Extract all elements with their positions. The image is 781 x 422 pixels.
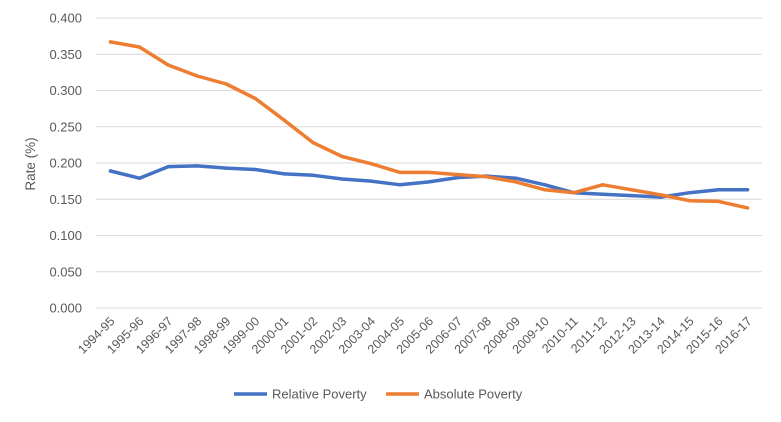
y-tick-label: 0.400 bbox=[49, 11, 82, 26]
data-point bbox=[716, 199, 721, 204]
data-point bbox=[687, 191, 692, 195]
data-point bbox=[514, 180, 518, 184]
data-point bbox=[195, 164, 200, 168]
data-point bbox=[745, 188, 750, 192]
data-point bbox=[427, 180, 431, 184]
y-tick-label: 0.250 bbox=[49, 119, 82, 134]
data-point bbox=[108, 169, 113, 173]
data-point bbox=[224, 166, 229, 170]
data-point bbox=[601, 183, 605, 187]
data-point bbox=[253, 96, 257, 101]
legend-item: Relative Poverty bbox=[234, 387, 367, 402]
data-point bbox=[601, 192, 605, 196]
data-point bbox=[398, 183, 402, 187]
y-tick-label: 0.150 bbox=[49, 192, 82, 207]
data-point bbox=[716, 188, 721, 192]
y-tick-label: 0.200 bbox=[49, 156, 82, 171]
y-tick-label: 0.100 bbox=[49, 228, 82, 243]
data-point bbox=[745, 206, 750, 210]
data-point bbox=[456, 172, 460, 177]
data-point bbox=[137, 45, 142, 49]
data-point bbox=[195, 74, 200, 78]
data-point bbox=[166, 164, 171, 169]
data-point bbox=[456, 175, 460, 180]
data-point bbox=[137, 176, 142, 180]
data-point bbox=[629, 193, 634, 198]
data-point bbox=[253, 167, 257, 172]
data-point bbox=[166, 63, 171, 67]
data-point bbox=[311, 173, 315, 178]
y-axis-title: Rate (%) bbox=[23, 137, 38, 190]
data-point bbox=[224, 82, 229, 86]
data-point bbox=[629, 188, 634, 192]
data-point bbox=[398, 170, 402, 175]
data-point bbox=[369, 162, 373, 166]
legend: Relative Poverty Absolute Poverty bbox=[234, 387, 523, 402]
data-point bbox=[572, 191, 576, 195]
y-tick-label: 0.050 bbox=[49, 264, 82, 279]
legend-item: Absolute Poverty bbox=[386, 387, 523, 402]
data-point bbox=[282, 172, 286, 176]
gridlines bbox=[96, 17, 762, 309]
legend-label: Relative Poverty bbox=[272, 387, 367, 402]
data-point bbox=[427, 170, 431, 175]
y-axis-ticks: 0.000 0.050 0.100 0.150 0.200 0.250 0.300 0.350… bbox=[49, 11, 82, 316]
data-point bbox=[658, 193, 663, 197]
series-lines bbox=[108, 40, 750, 210]
data-point bbox=[108, 40, 113, 44]
y-tick-label: 0.350 bbox=[49, 47, 82, 62]
y-tick-label: 0.000 bbox=[49, 301, 82, 316]
x-axis-ticks: 1994-951995-961996-971997-981998-991999-… bbox=[75, 314, 754, 356]
y-tick-label: 0.300 bbox=[49, 83, 82, 98]
data-point bbox=[311, 141, 315, 145]
data-point bbox=[687, 199, 692, 203]
legend-label: Absolute Poverty bbox=[424, 387, 523, 402]
data-point bbox=[543, 183, 547, 187]
data-point bbox=[369, 179, 373, 183]
data-point bbox=[282, 118, 286, 122]
data-point bbox=[543, 188, 547, 192]
data-point bbox=[340, 177, 344, 181]
data-point bbox=[485, 175, 489, 179]
data-point bbox=[340, 154, 344, 159]
data-point bbox=[514, 176, 518, 180]
